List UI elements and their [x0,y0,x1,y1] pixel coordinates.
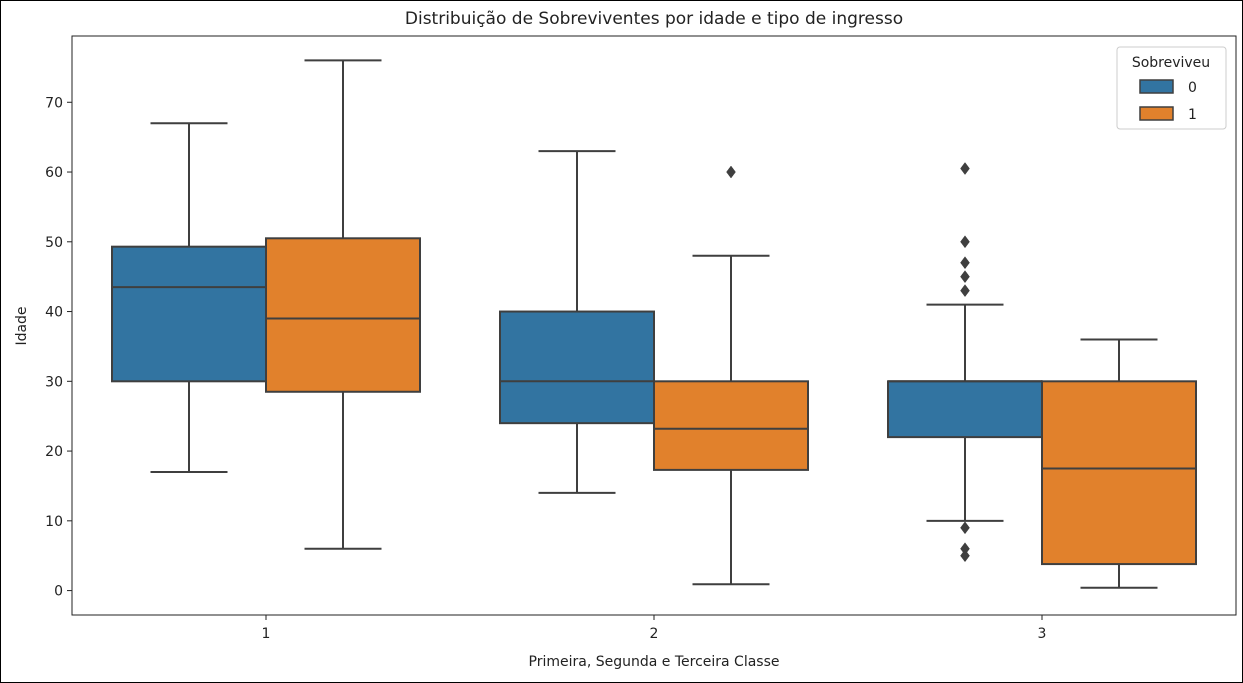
legend-swatch-0 [1139,79,1174,94]
box-iqr [111,245,267,383]
chart-title: Distribuição de Sobreviventes por idade … [405,9,903,29]
legend-label-1: 1 [1188,107,1197,123]
y-tick-label: 20 [45,444,63,460]
x-tick-label: 3 [1038,626,1047,642]
outlier-point [960,284,970,298]
y-tick-label: 40 [45,305,63,321]
x-tick-label: 2 [650,626,659,642]
plot-area [111,59,1197,589]
box-iqr [887,380,1043,439]
y-axis: 0 10 20 30 40 50 60 70 [45,95,72,600]
box-iqr [653,380,809,471]
y-tick-label: 30 [45,374,63,390]
y-axis-label: Idade [14,306,30,345]
box-iqr [499,310,655,425]
y-tick-label: 10 [45,514,63,530]
y-tick-label: 0 [54,584,63,600]
outlier-point [726,165,736,179]
outlier-point [960,549,970,563]
x-axis: 1 2 3 [262,615,1047,642]
series-0 [111,122,1043,563]
outlier-point [960,270,970,284]
outlier-point [960,521,970,535]
legend: Sobreviveu 0 1 [1116,46,1227,130]
outlier-point [960,256,970,270]
y-tick-label: 50 [45,235,63,251]
legend-title: Sobreviveu [1132,55,1210,71]
x-tick-label: 1 [262,626,271,642]
series-1 [265,59,1197,589]
outlier-point [960,235,970,249]
y-tick-label: 70 [45,95,63,111]
y-tick-label: 60 [45,165,63,181]
x-axis-label: Primeira, Segunda e Terceira Classe [529,654,780,670]
legend-label-0: 0 [1188,80,1197,96]
outlier-point [960,162,970,175]
legend-swatch-1 [1139,106,1174,121]
box-iqr [265,237,421,393]
box-iqr [1041,380,1197,566]
